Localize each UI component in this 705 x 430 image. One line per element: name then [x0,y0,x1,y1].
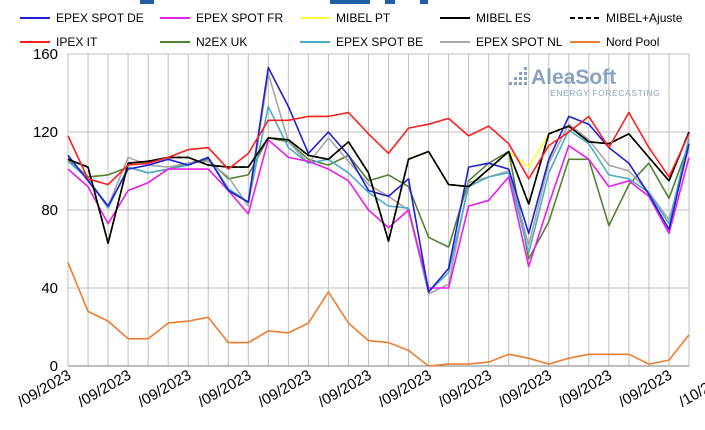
series-line-mibel-es [67,125,690,244]
y-tick-label: 160 [33,46,58,63]
chart-axes: 0 40 80 120 160/09/2023/09/2023/09/2023/09/2… [15,46,705,411]
legend-label-epex-spot-fr: EPEX SPOT FR [196,11,283,25]
series-line-ipex-it [67,111,690,186]
y-tick-label: 40 [41,280,58,297]
legend-label-mibel-ajuste: MIBEL+Ajuste [606,11,683,25]
series-line-epex-spot-be [67,105,690,293]
legend-label-n2ex-uk: N2EX UK [196,35,247,49]
y-tick-label: 120 [33,124,58,141]
aleasoft-logo: AleaSoft ENERGY FORECASTING [509,66,660,98]
series-line-nord-pool [67,262,690,367]
x-tick-label: /09/2023 [75,367,134,411]
logo-dots-icon [509,67,527,85]
y-tick-label: 80 [41,202,58,219]
legend-label-mibel-es: MIBEL ES [476,11,531,25]
chart-legend: EPEX SPOT DE EPEX SPOT FR MIBEL PT MIBEL ES… [20,11,683,49]
legend-label-nord-pool: Nord Pool [606,35,659,49]
legend-label-epex-spot-de: EPEX SPOT DE [56,11,144,25]
legend-label-epex-spot-nl: EPEX SPOT NL [476,35,563,49]
logo-tagline: ENERGY FORECASTING [550,88,660,98]
x-tick-label: /09/2023 [195,367,254,411]
chart-grid [67,53,690,367]
logo-name: AleaSoft [531,66,616,89]
series-layer [67,66,690,367]
x-tick-label: /09/2023 [616,367,675,411]
legend-label-ipex-it: IPEX IT [56,35,98,49]
y-tick-label: 0 [50,358,58,375]
x-tick-label: /09/2023 [376,367,435,411]
x-tick-label: /09/2023 [436,367,495,411]
x-tick-label: /09/2023 [15,367,74,411]
series-line-epex-spot-nl [67,72,690,295]
series-line-epex-spot-de [67,66,690,293]
x-tick-label: /09/2023 [496,367,555,411]
legend-label-epex-spot-be: EPEX SPOT BE [336,35,423,49]
legend-label-mibel-pt: MIBEL PT [336,11,391,25]
series-line-epex-spot-fr [67,139,690,289]
x-tick-label: /10/2023 [676,367,705,411]
x-tick-label: /09/2023 [556,367,615,411]
x-tick-label: /09/2023 [135,367,194,411]
x-tick-label: /09/2023 [255,367,314,411]
x-tick-label: /09/2023 [315,367,374,411]
title-fragment [140,0,428,4]
